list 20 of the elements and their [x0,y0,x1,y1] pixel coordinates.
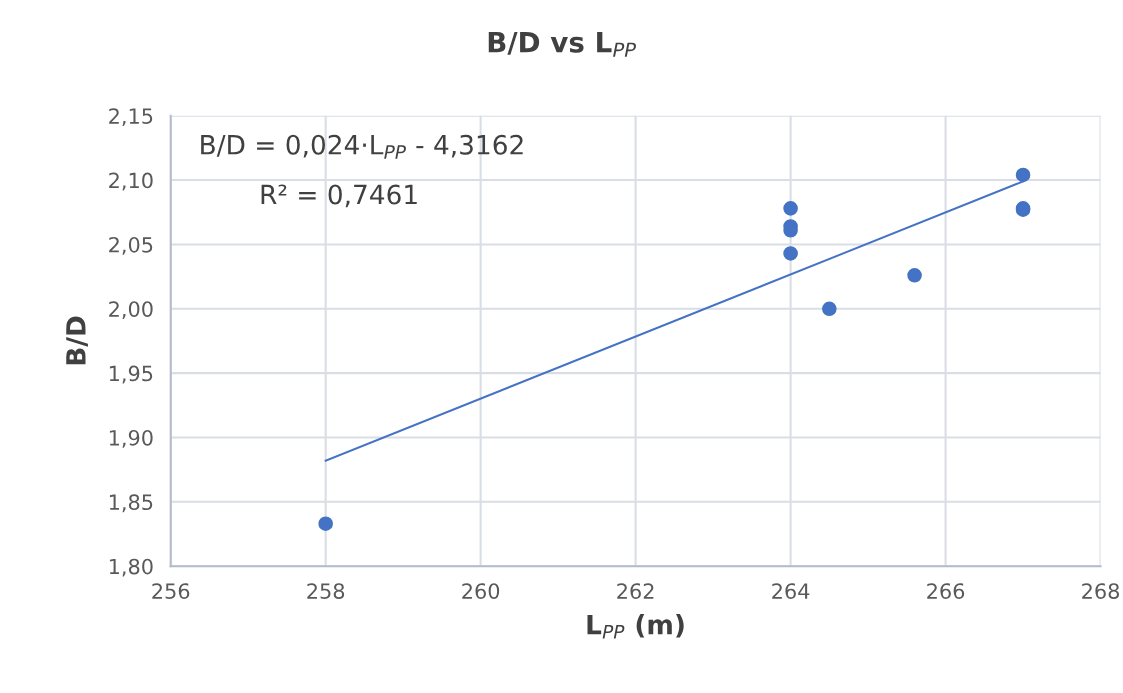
y-tick-label: 2,15 [109,108,153,127]
y-tick-label: 1,80 [109,558,153,577]
y-tick-label: 2,00 [109,301,153,320]
x-axis-title: L$_{PP}$ (m) [587,614,684,639]
y-tick-label: 2,05 [109,236,153,255]
x-tick-label: 256 [152,583,190,599]
x-tick-label: 258 [307,583,345,599]
chart-title: B/D vs L$_{PP}$ [488,32,636,57]
annotation: R² = 0,7461 [261,184,417,208]
x-tick-label: 262 [617,583,654,599]
y-axis-title: B/D [66,316,88,365]
y-tick-label: 2,10 [109,172,153,191]
x-tick-label: 268 [1082,583,1119,599]
x-tick-label: 264 [772,583,810,599]
y-tick-label: 1,85 [109,494,153,513]
y-tick-label: 1,95 [109,365,153,384]
annotation: B/D = 0,024·L$_{PP}$ - 4,3162 [201,134,523,159]
x-tick-label: 260 [462,583,500,599]
y-tick-label: 1,90 [109,429,153,448]
x-tick-label: 266 [927,583,965,599]
